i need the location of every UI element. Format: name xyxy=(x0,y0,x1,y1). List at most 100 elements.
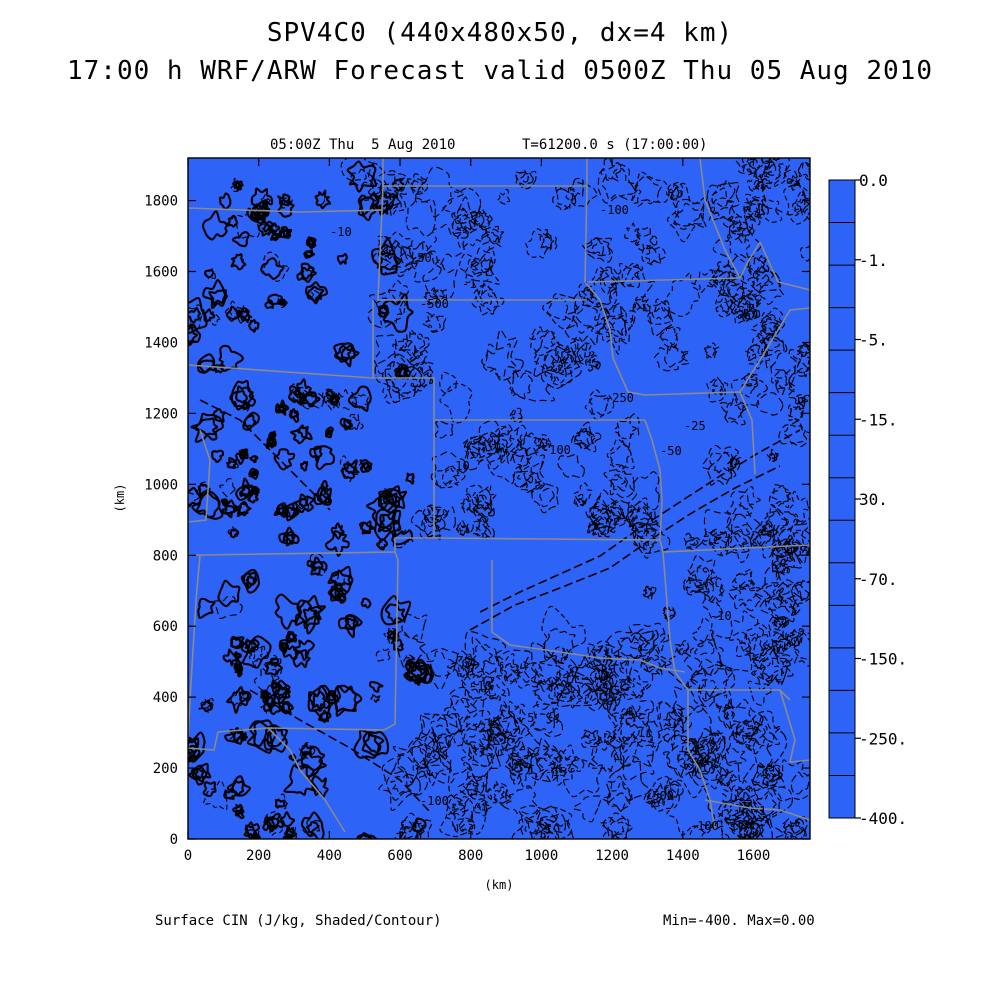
contour-line xyxy=(196,481,211,497)
contour-line xyxy=(288,408,300,423)
contour-line xyxy=(694,754,719,775)
colorbar: 0.0 -1. -5. -15. 30. -70. -150. -250. -400. xyxy=(828,171,907,828)
contour-line xyxy=(230,636,245,650)
contour-line xyxy=(362,461,370,471)
contour-line xyxy=(447,650,480,678)
contour-line xyxy=(773,538,796,562)
contour-line xyxy=(347,385,372,412)
contour-line xyxy=(539,662,561,688)
contour-line xyxy=(455,523,470,536)
contour-line xyxy=(298,497,310,508)
contour-line xyxy=(326,429,332,436)
x-tick-label: 400 xyxy=(317,848,342,864)
contour-line xyxy=(323,394,332,403)
contour-line xyxy=(336,572,347,588)
contour-line xyxy=(801,529,810,548)
contour-line xyxy=(292,387,302,399)
contour-line xyxy=(753,657,784,682)
contour-line xyxy=(708,531,730,557)
contour-line xyxy=(188,486,202,508)
variable-description: Surface CIN (J/kg, Shaded/Contour) xyxy=(155,913,442,929)
contour-line xyxy=(719,301,730,313)
y-tick-label: 1600 xyxy=(144,265,178,281)
map-axes: 0 200 400 600 800 1000 1200 1400 1600 0 200 400 600 8… xyxy=(144,158,810,864)
contour-line xyxy=(664,704,687,728)
contour-line xyxy=(261,221,272,234)
contour-line xyxy=(426,650,456,677)
contour-line xyxy=(218,192,232,211)
contour-line xyxy=(463,658,475,671)
contour-line xyxy=(378,754,428,811)
contour-line xyxy=(512,369,556,402)
colorbar-fill xyxy=(828,179,856,819)
contour-line xyxy=(721,747,747,767)
contour-line xyxy=(644,588,652,597)
contour-line xyxy=(534,821,551,839)
contour-line xyxy=(744,305,761,321)
contour-line xyxy=(729,720,766,751)
colorbar-label: 0.0 xyxy=(859,171,888,190)
contour-line xyxy=(430,451,468,487)
contour-line xyxy=(213,596,243,620)
contour-line xyxy=(407,661,430,682)
contour-line xyxy=(761,582,790,609)
contour-line xyxy=(489,432,513,457)
contour-line xyxy=(674,640,690,657)
contour-line xyxy=(486,783,513,807)
contour-line xyxy=(371,694,379,703)
contour-line xyxy=(626,712,634,720)
contour-line xyxy=(654,343,691,372)
contour-line xyxy=(195,491,221,519)
state-boundary xyxy=(372,300,645,421)
contour-line xyxy=(610,470,629,492)
contour-line xyxy=(240,450,248,457)
contour-line xyxy=(320,480,329,491)
contour-line xyxy=(344,614,359,631)
x-tick-label: 0 xyxy=(184,848,192,864)
contour-line xyxy=(786,521,810,552)
state-boundary xyxy=(491,560,686,673)
contour-line xyxy=(285,533,294,543)
contour-line xyxy=(778,583,803,614)
contour-line xyxy=(713,693,731,713)
contour-line xyxy=(274,683,291,700)
state-boundary xyxy=(188,551,399,751)
contour-line xyxy=(800,245,810,262)
x-tick-label: 600 xyxy=(387,848,412,864)
contour-line xyxy=(238,692,249,700)
contour-line xyxy=(202,780,228,811)
contour-line xyxy=(309,445,323,463)
contour-line xyxy=(224,504,236,515)
contour-line xyxy=(346,160,378,193)
contour-line xyxy=(768,614,790,637)
contour-line xyxy=(250,470,258,477)
contour-line xyxy=(228,308,239,318)
contour-line xyxy=(569,177,584,201)
contour-line xyxy=(451,207,481,233)
contour-line xyxy=(687,565,718,595)
contour-label: -10 xyxy=(710,609,732,623)
x-tick-label: 800 xyxy=(458,848,483,864)
contour-line xyxy=(770,366,796,396)
contour-line xyxy=(590,489,626,536)
contour-line xyxy=(602,685,613,697)
contour-line xyxy=(644,247,662,265)
contour-line xyxy=(745,305,758,321)
contour-line xyxy=(462,498,477,514)
contour-line xyxy=(446,695,478,727)
contour-line xyxy=(582,237,613,263)
contour-label: -100 xyxy=(690,819,719,833)
contour-line xyxy=(703,509,732,535)
contour-line xyxy=(281,502,300,522)
contour-line xyxy=(486,720,505,738)
state-boundary xyxy=(644,391,756,475)
contour-line xyxy=(751,645,790,691)
contour-line xyxy=(785,630,805,647)
contour-line xyxy=(487,704,531,747)
contour-line xyxy=(771,632,794,651)
contour-line xyxy=(204,269,215,279)
contour-line xyxy=(232,180,244,192)
contour-line xyxy=(270,681,278,689)
contour-line xyxy=(277,405,286,413)
contour-line xyxy=(244,639,258,654)
